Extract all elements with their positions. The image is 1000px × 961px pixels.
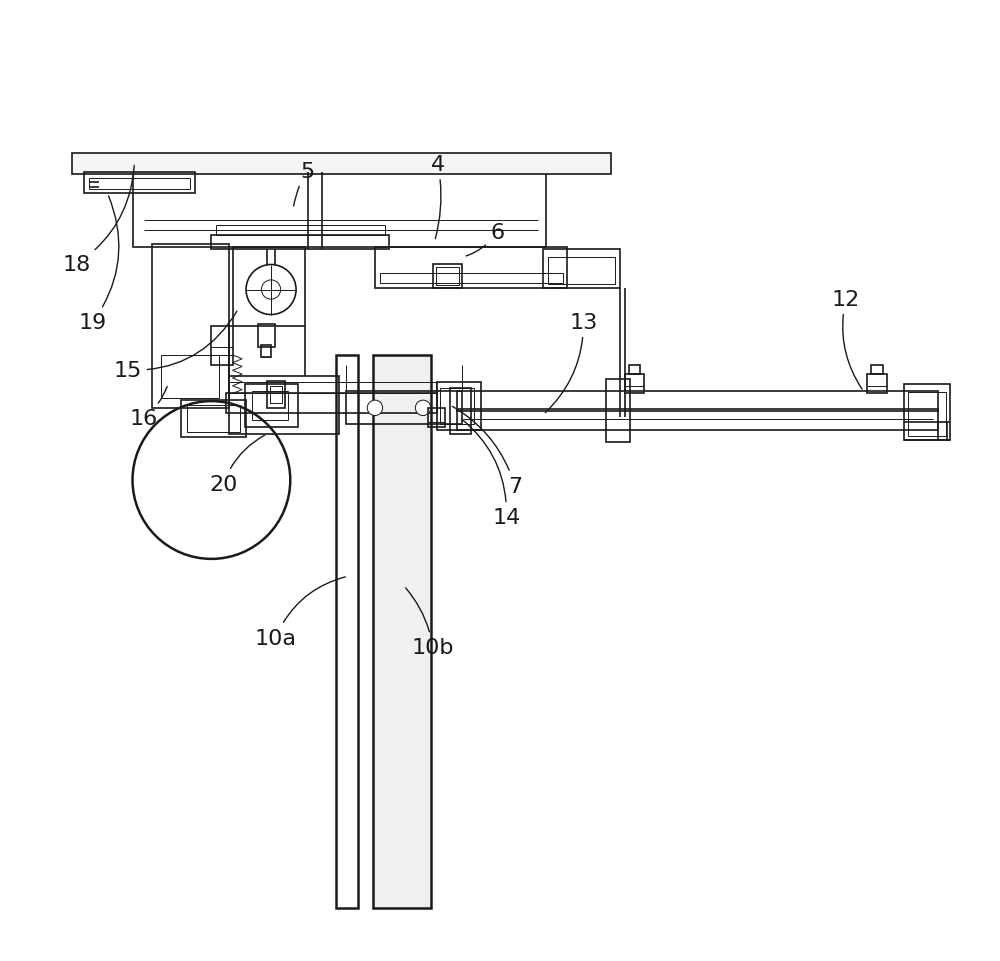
- Bar: [543, 250, 620, 288]
- Bar: [437, 382, 481, 431]
- Bar: [187, 406, 240, 432]
- Circle shape: [367, 401, 383, 416]
- Bar: [908, 393, 946, 436]
- Bar: [904, 384, 950, 440]
- Bar: [245, 384, 298, 428]
- Circle shape: [261, 281, 281, 300]
- Text: 18: 18: [62, 166, 134, 275]
- Bar: [606, 380, 630, 442]
- Bar: [267, 382, 285, 408]
- Text: 20: 20: [209, 435, 265, 494]
- Bar: [226, 394, 437, 413]
- Bar: [258, 325, 275, 348]
- Bar: [629, 365, 640, 375]
- Bar: [433, 264, 462, 288]
- Text: 4: 4: [431, 155, 445, 239]
- Bar: [336, 356, 358, 908]
- Text: 12: 12: [832, 289, 862, 390]
- Bar: [373, 356, 431, 908]
- Circle shape: [415, 401, 431, 416]
- Bar: [216, 226, 385, 235]
- Bar: [72, 154, 611, 175]
- Bar: [233, 248, 305, 327]
- Bar: [84, 173, 195, 194]
- Text: 15: 15: [113, 311, 237, 381]
- Text: 5: 5: [294, 161, 314, 207]
- Bar: [867, 375, 887, 394]
- Bar: [211, 235, 389, 250]
- Bar: [346, 392, 462, 425]
- Text: 19: 19: [79, 197, 119, 333]
- Text: 7: 7: [452, 407, 522, 496]
- Bar: [211, 327, 233, 365]
- Bar: [457, 392, 938, 411]
- Bar: [161, 356, 219, 399]
- Bar: [152, 245, 229, 408]
- Bar: [252, 392, 288, 421]
- Bar: [261, 346, 271, 357]
- Bar: [229, 377, 339, 434]
- Bar: [440, 388, 474, 425]
- Bar: [428, 408, 445, 428]
- Text: 10a: 10a: [255, 578, 345, 648]
- Bar: [625, 375, 644, 394]
- Bar: [89, 179, 190, 190]
- Text: 14: 14: [462, 420, 521, 528]
- Bar: [457, 409, 938, 431]
- Text: 10b: 10b: [406, 588, 454, 657]
- Bar: [270, 386, 282, 404]
- Bar: [229, 382, 436, 394]
- Bar: [181, 401, 246, 437]
- Text: 16: 16: [130, 387, 167, 429]
- Bar: [436, 268, 459, 285]
- Text: 6: 6: [466, 222, 505, 257]
- Bar: [871, 365, 883, 375]
- Bar: [133, 173, 546, 248]
- Bar: [450, 388, 471, 434]
- Bar: [548, 258, 615, 284]
- Bar: [375, 248, 567, 288]
- Circle shape: [133, 402, 290, 559]
- Bar: [380, 274, 563, 283]
- Circle shape: [246, 265, 296, 315]
- Text: 13: 13: [545, 312, 598, 413]
